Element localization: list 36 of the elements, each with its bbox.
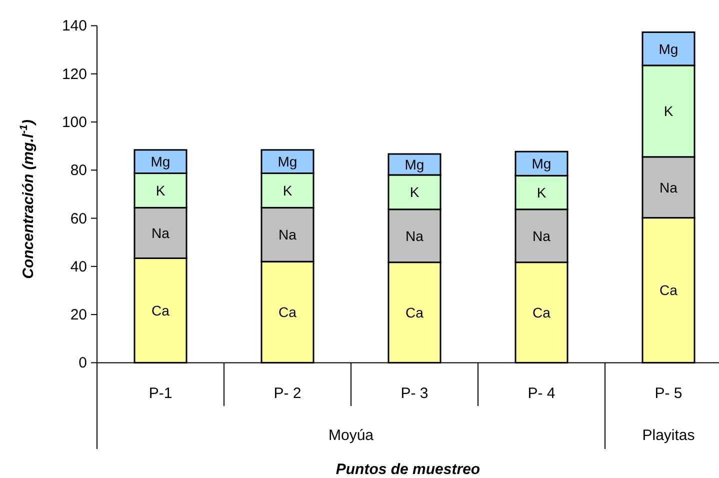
y-tick-label: 120 xyxy=(62,66,87,83)
text: Ca xyxy=(152,302,170,318)
text: K xyxy=(282,182,292,198)
y-tick-label: 140 xyxy=(62,18,87,35)
y-tick-label: 40 xyxy=(70,258,87,276)
y-tick-label: 0 xyxy=(78,354,87,372)
text: K xyxy=(156,182,166,198)
text: Playitas xyxy=(642,427,695,444)
text: Mg xyxy=(532,156,552,172)
text: Mg xyxy=(658,40,678,57)
series-label: Mg xyxy=(404,156,424,172)
x-tick-label: P- 5 xyxy=(654,385,682,402)
text: Na xyxy=(152,224,170,241)
y-tick-label: 60 xyxy=(70,210,87,228)
text: Ca xyxy=(660,282,678,298)
text: K xyxy=(410,184,420,200)
text: K xyxy=(664,103,674,120)
text: Mg xyxy=(150,154,170,170)
y-tick-label: 80 xyxy=(70,162,87,180)
text: Mg xyxy=(278,154,298,170)
x-tick-label: P- 3 xyxy=(400,385,428,402)
text: Ca xyxy=(406,304,424,321)
x-tick-label: P- 2 xyxy=(274,385,302,402)
x-tick-label: P- 4 xyxy=(528,385,556,402)
y-tick-label: 20 xyxy=(70,306,87,324)
text: Na xyxy=(406,228,424,244)
x-axis-title: Puntos de muestreo xyxy=(336,461,480,478)
series-label: K xyxy=(536,184,547,201)
series-label: Ca xyxy=(532,304,551,321)
x-tick-label: P-1 xyxy=(148,385,172,402)
text: Na xyxy=(278,226,296,243)
y-tick-label: 100 xyxy=(62,114,87,131)
text: Ca xyxy=(278,304,296,320)
series-label: Na xyxy=(532,228,551,244)
text: Na xyxy=(660,179,678,196)
text: Moyúa xyxy=(328,427,374,444)
